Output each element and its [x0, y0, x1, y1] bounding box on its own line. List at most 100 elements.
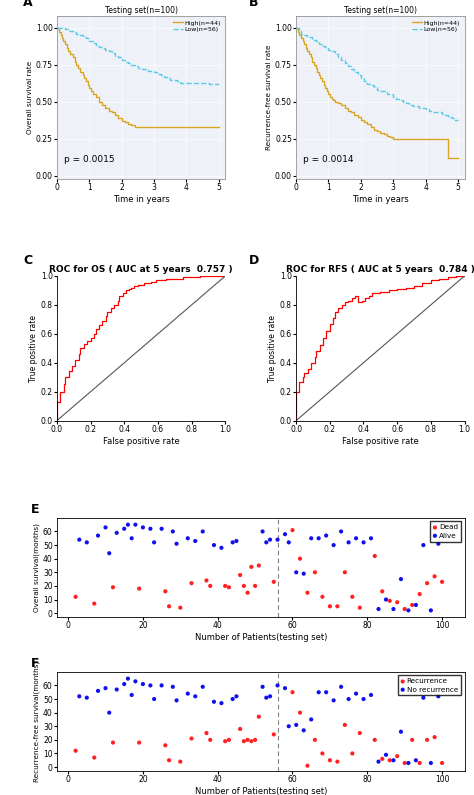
Alive [199, 525, 207, 538]
Y-axis label: Recurrence-free survival rate: Recurrence-free survival rate [266, 45, 272, 150]
Dead [240, 580, 247, 592]
Dead [176, 601, 184, 614]
No recurrence [128, 688, 136, 701]
No recurrence [390, 754, 397, 766]
Recurrence [240, 735, 247, 747]
Alive [352, 532, 360, 545]
Recurrence [225, 734, 233, 747]
Recurrence [289, 686, 296, 699]
Legend: Recurrence, No recurrence: Recurrence, No recurrence [398, 676, 461, 696]
Text: A: A [23, 0, 33, 9]
Alive [184, 532, 191, 545]
No recurrence [315, 686, 322, 699]
Title: ROC for OS ( AUC at 5 years  0.757 ): ROC for OS ( AUC at 5 years 0.757 ) [49, 265, 233, 273]
No recurrence [184, 687, 191, 700]
Alive [266, 533, 274, 546]
Dead [165, 600, 173, 613]
Alive [390, 603, 397, 615]
No recurrence [158, 679, 165, 692]
Recurrence [136, 736, 143, 749]
Alive [191, 535, 199, 548]
No recurrence [435, 690, 442, 703]
Alive [274, 533, 282, 546]
Alive [412, 599, 419, 611]
Alive [285, 536, 292, 549]
Alive [128, 532, 136, 545]
No recurrence [266, 690, 274, 703]
Recurrence [311, 734, 319, 747]
Alive [281, 528, 289, 541]
Alive [308, 532, 315, 545]
Alive [382, 593, 390, 606]
Title: Testing set(n=100): Testing set(n=100) [344, 6, 417, 15]
Dead [206, 580, 214, 592]
Recurrence [270, 728, 278, 741]
Alive [210, 539, 218, 552]
No recurrence [382, 748, 390, 761]
Recurrence [165, 754, 173, 766]
Recurrence [356, 727, 364, 739]
Alive [259, 525, 266, 538]
Alive [124, 518, 132, 531]
Recurrence [203, 727, 210, 739]
No recurrence [218, 696, 225, 709]
Text: p = 0.0015: p = 0.0015 [64, 156, 114, 165]
Alive [360, 536, 367, 549]
No recurrence [345, 692, 352, 705]
Alive [337, 525, 345, 538]
Dead [304, 587, 311, 599]
Title: ROC for RFS ( AUC at 5 years  0.784 ): ROC for RFS ( AUC at 5 years 0.784 ) [286, 265, 474, 273]
Recurrence [378, 753, 386, 766]
No recurrence [169, 681, 177, 693]
No recurrence [367, 688, 375, 701]
Recurrence [244, 734, 251, 747]
No recurrence [120, 677, 128, 690]
Alive [94, 529, 102, 542]
Dead [386, 595, 393, 607]
Text: F: F [30, 657, 39, 670]
Dead [438, 576, 446, 588]
Alive [83, 536, 91, 549]
Recurrence [221, 735, 229, 747]
Dead [162, 585, 169, 598]
Alive [75, 533, 83, 546]
No recurrence [285, 720, 292, 733]
X-axis label: False positive rate: False positive rate [342, 436, 419, 446]
Y-axis label: Recurrence-free survival(months): Recurrence-free survival(months) [34, 661, 40, 782]
Dead [348, 591, 356, 603]
Dead [91, 597, 98, 610]
Alive [158, 522, 165, 535]
Alive [169, 525, 177, 538]
Alive [146, 522, 154, 535]
Dead [270, 576, 278, 588]
No recurrence [397, 725, 405, 738]
Dead [72, 591, 79, 603]
No recurrence [210, 696, 218, 708]
No recurrence [229, 692, 237, 705]
Dead [393, 596, 401, 609]
No recurrence [75, 690, 83, 703]
Alive [405, 604, 412, 617]
No recurrence [352, 687, 360, 700]
Text: C: C [23, 254, 32, 267]
No recurrence [360, 692, 367, 705]
Dead [341, 566, 349, 579]
Y-axis label: True positive rate: True positive rate [268, 315, 277, 382]
Recurrence [255, 711, 263, 723]
Dead [289, 524, 296, 537]
No recurrence [405, 757, 412, 770]
Alive [427, 604, 435, 617]
No recurrence [102, 682, 109, 695]
Recurrence [206, 734, 214, 747]
X-axis label: Time in years: Time in years [113, 195, 170, 204]
Alive [263, 536, 270, 549]
Recurrence [109, 736, 117, 749]
Alive [292, 566, 300, 579]
Dead [255, 559, 263, 572]
Recurrence [409, 734, 416, 747]
No recurrence [105, 706, 113, 719]
X-axis label: Number of Patients(testing set): Number of Patients(testing set) [194, 633, 327, 642]
Recurrence [188, 732, 195, 745]
Y-axis label: True positive rate: True positive rate [29, 315, 38, 382]
Text: D: D [249, 254, 259, 267]
